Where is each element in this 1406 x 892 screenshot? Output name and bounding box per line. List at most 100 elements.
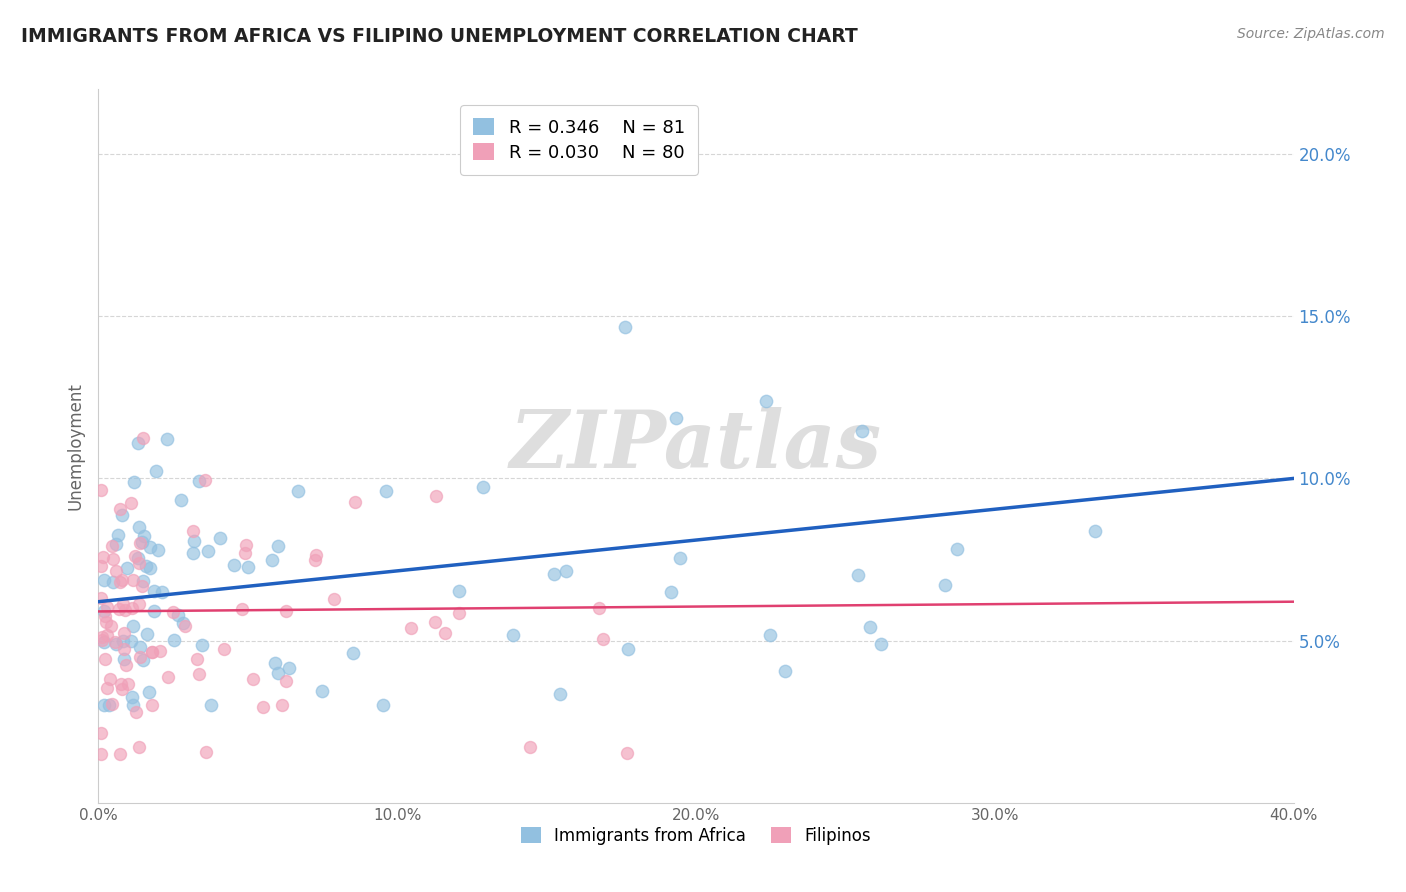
Point xyxy=(323,591,346,606)
Point xyxy=(181,546,204,560)
Point xyxy=(98,698,121,713)
Point xyxy=(1084,524,1107,538)
Point xyxy=(197,544,219,558)
Point xyxy=(659,585,682,599)
Point xyxy=(90,591,112,606)
Point xyxy=(94,609,117,624)
Point xyxy=(146,542,169,557)
Point xyxy=(104,635,127,649)
Point xyxy=(758,628,780,642)
Point xyxy=(121,690,143,704)
Point xyxy=(138,685,160,699)
Point xyxy=(669,550,692,565)
Point xyxy=(90,747,112,761)
Point xyxy=(112,625,135,640)
Point xyxy=(425,489,447,503)
Point xyxy=(773,664,796,678)
Point xyxy=(111,508,134,522)
Point xyxy=(344,495,367,509)
Point xyxy=(100,619,122,633)
Point xyxy=(869,636,891,650)
Point xyxy=(170,492,193,507)
Point xyxy=(141,645,163,659)
Point xyxy=(934,578,956,592)
Point xyxy=(115,657,138,672)
Point xyxy=(311,684,333,698)
Point xyxy=(96,600,118,615)
Point xyxy=(145,465,167,479)
Point xyxy=(122,619,145,633)
Point xyxy=(101,697,124,711)
Point xyxy=(135,627,157,641)
Point xyxy=(846,567,869,582)
Point xyxy=(212,642,235,657)
Point xyxy=(132,653,155,667)
Point xyxy=(264,656,287,670)
Point xyxy=(174,619,197,633)
Point xyxy=(131,579,153,593)
Point xyxy=(108,501,131,516)
Point xyxy=(141,698,163,713)
Point xyxy=(665,411,688,425)
Point xyxy=(127,551,149,566)
Point xyxy=(129,649,152,664)
Point xyxy=(120,634,142,648)
Point xyxy=(447,607,470,621)
Point xyxy=(375,484,398,499)
Point xyxy=(94,615,117,630)
Point xyxy=(270,698,292,713)
Point xyxy=(134,528,156,542)
Legend: Immigrants from Africa, Filipinos: Immigrants from Africa, Filipinos xyxy=(515,821,877,852)
Point xyxy=(128,520,150,534)
Point xyxy=(96,681,118,695)
Point xyxy=(200,698,222,713)
Point xyxy=(274,674,297,689)
Point xyxy=(112,642,135,657)
Point xyxy=(120,496,142,510)
Point xyxy=(167,607,190,622)
Point xyxy=(108,575,131,590)
Text: IMMIGRANTS FROM AFRICA VS FILIPINO UNEMPLOYMENT CORRELATION CHART: IMMIGRANTS FROM AFRICA VS FILIPINO UNEMP… xyxy=(21,27,858,45)
Point xyxy=(131,535,153,549)
Point xyxy=(946,541,969,556)
Point xyxy=(111,634,134,648)
Point xyxy=(91,633,114,648)
Point xyxy=(124,705,146,719)
Point xyxy=(104,565,127,579)
Point xyxy=(613,320,636,334)
Point xyxy=(851,424,873,438)
Point xyxy=(107,528,129,542)
Point xyxy=(90,559,112,574)
Point xyxy=(162,605,184,619)
Point xyxy=(543,566,565,581)
Point xyxy=(183,533,205,548)
Point xyxy=(188,475,211,489)
Point xyxy=(209,531,232,545)
Point xyxy=(150,585,173,599)
Point xyxy=(471,480,494,494)
Point xyxy=(399,621,422,635)
Point xyxy=(235,538,257,552)
Point xyxy=(141,645,163,659)
Point xyxy=(156,432,179,446)
Point xyxy=(278,661,301,675)
Point xyxy=(287,483,309,498)
Point xyxy=(592,632,614,646)
Point xyxy=(111,598,134,612)
Point xyxy=(93,550,115,565)
Point xyxy=(859,620,882,634)
Point xyxy=(111,681,134,696)
Point xyxy=(127,435,149,450)
Point xyxy=(425,615,447,629)
Point xyxy=(191,639,214,653)
Point xyxy=(132,431,155,445)
Point xyxy=(90,483,112,498)
Point xyxy=(142,603,165,617)
Point xyxy=(93,604,115,618)
Point xyxy=(554,564,576,578)
Point xyxy=(304,549,326,563)
Point xyxy=(755,393,778,408)
Point xyxy=(548,687,571,701)
Point xyxy=(94,651,117,665)
Point xyxy=(449,583,471,598)
